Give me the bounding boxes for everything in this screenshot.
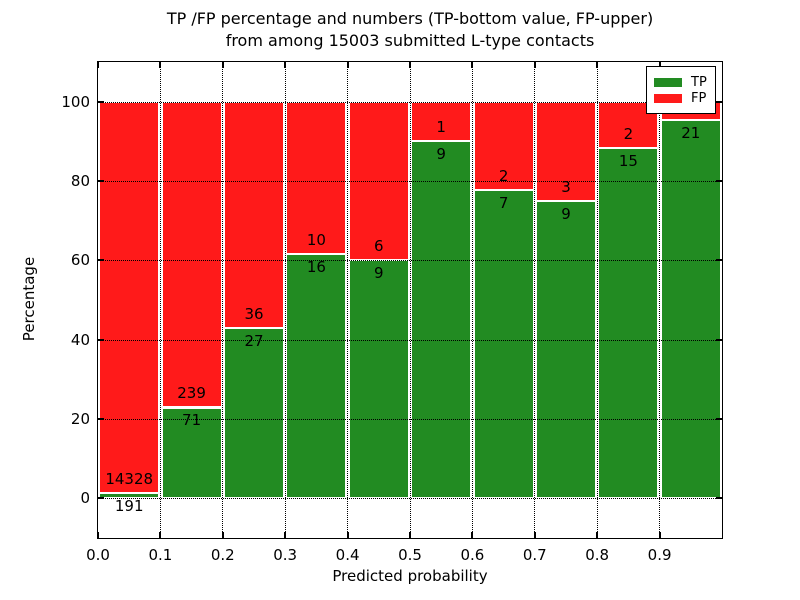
vertical-gridline xyxy=(284,62,286,538)
tp-bar-segment[interactable] xyxy=(348,260,409,499)
x-tick-mark xyxy=(409,532,411,538)
y-tick-mark xyxy=(98,418,104,420)
x-tick-mark xyxy=(471,62,474,68)
vertical-gridline xyxy=(659,62,661,538)
legend-label: FP xyxy=(691,91,707,106)
y-tick-label: 100 xyxy=(61,92,90,111)
x-tick-mark xyxy=(658,532,661,538)
x-tick-mark xyxy=(658,62,661,68)
fp-bar-segment[interactable] xyxy=(286,101,347,255)
fp-bar-segment[interactable] xyxy=(348,101,409,261)
x-tick-label: 0.9 xyxy=(647,546,672,564)
tp-bar-segment[interactable] xyxy=(411,141,472,499)
x-tick-label: 0.5 xyxy=(398,546,422,564)
x-tick-mark xyxy=(221,62,224,68)
legend-item: FP xyxy=(654,92,708,105)
x-tick-label: 0.4 xyxy=(335,546,360,564)
vertical-gridline xyxy=(471,62,473,538)
tp-legend-swatch xyxy=(654,78,682,87)
y-tick-mark xyxy=(98,180,104,182)
tp-count-label: 191 xyxy=(114,497,144,516)
y-tick-mark xyxy=(98,497,104,500)
y-tick-mark xyxy=(716,497,722,500)
x-tick-label: 0.6 xyxy=(460,546,485,564)
fp-bar-segment[interactable] xyxy=(473,101,534,190)
x-tick-label: 0.2 xyxy=(210,546,235,564)
fp-bar-segment[interactable] xyxy=(161,101,222,408)
x-tick-mark xyxy=(159,532,162,538)
y-tick-label: 60 xyxy=(70,251,90,270)
x-tick-label: 0.3 xyxy=(273,546,298,564)
fp-bar-segment[interactable] xyxy=(99,101,160,494)
y-tick-mark xyxy=(716,100,722,103)
y-tick-mark xyxy=(98,100,104,103)
x-tick-mark xyxy=(596,532,599,538)
x-tick-label: 0.1 xyxy=(148,546,173,564)
x-tick-mark xyxy=(159,62,162,68)
y-axis-label: Percentage xyxy=(20,256,38,342)
y-tick-mark xyxy=(98,259,104,262)
tp-bar-segment[interactable] xyxy=(286,254,347,499)
x-tick-mark xyxy=(533,62,536,68)
x-tick-label: 0.0 xyxy=(86,546,110,564)
x-tick-mark xyxy=(284,532,287,538)
plot-area: 14328191239713627101669192739215121 xyxy=(97,61,723,539)
tp-bar-segment[interactable] xyxy=(536,200,596,499)
legend-item: TP xyxy=(654,76,708,89)
y-tick-mark xyxy=(716,259,722,262)
x-tick-mark xyxy=(97,532,99,538)
y-tick-label: 80 xyxy=(70,172,90,190)
y-tick-label: 20 xyxy=(70,410,90,428)
x-tick-mark xyxy=(284,62,287,68)
vertical-gridline xyxy=(222,62,224,538)
x-tick-mark xyxy=(346,62,349,68)
x-tick-mark xyxy=(221,532,224,538)
chart-title-line1: TP /FP percentage and numbers (TP-bottom… xyxy=(166,9,654,28)
x-tick-mark xyxy=(596,62,599,68)
x-tick-mark xyxy=(346,532,349,538)
x-axis-label: Predicted probability xyxy=(332,567,488,585)
x-tick-label: 0.7 xyxy=(522,546,547,564)
y-tick-label: 0 xyxy=(80,489,90,508)
y-tick-mark xyxy=(716,180,722,182)
legend-label: TP xyxy=(691,75,707,90)
fp-bar-segment[interactable] xyxy=(536,101,596,201)
y-tick-label: 40 xyxy=(70,330,90,349)
legend-box: TP FP xyxy=(646,66,716,114)
fp-legend-swatch xyxy=(654,94,682,103)
tp-bar-segment[interactable] xyxy=(660,119,721,499)
y-tick-mark xyxy=(716,338,722,341)
vertical-gridline xyxy=(159,62,161,538)
x-tick-mark xyxy=(409,62,411,68)
tp-bar-segment[interactable] xyxy=(473,189,534,499)
chart-title: TP /FP percentage and numbers (TP-bottom… xyxy=(98,8,722,52)
x-tick-mark xyxy=(533,532,536,538)
y-tick-mark xyxy=(716,418,722,420)
vertical-gridline xyxy=(534,62,536,538)
x-tick-mark xyxy=(471,532,474,538)
fp-bar-segment[interactable] xyxy=(224,101,284,329)
vertical-gridline xyxy=(596,62,598,538)
tp-bar-segment[interactable] xyxy=(99,493,160,499)
fp-bar-segment[interactable] xyxy=(411,101,472,142)
tp-bar-segment[interactable] xyxy=(224,328,284,499)
tp-bar-segment[interactable] xyxy=(161,407,222,499)
y-tick-mark xyxy=(98,338,104,341)
x-tick-label: 0.8 xyxy=(585,546,610,564)
tp-bar-segment[interactable] xyxy=(598,148,659,499)
x-tick-mark xyxy=(97,62,99,68)
vertical-gridline xyxy=(347,62,349,538)
chart-title-line2: from among 15003 submitted L-type contac… xyxy=(225,31,595,50)
vertical-gridline xyxy=(409,62,411,538)
